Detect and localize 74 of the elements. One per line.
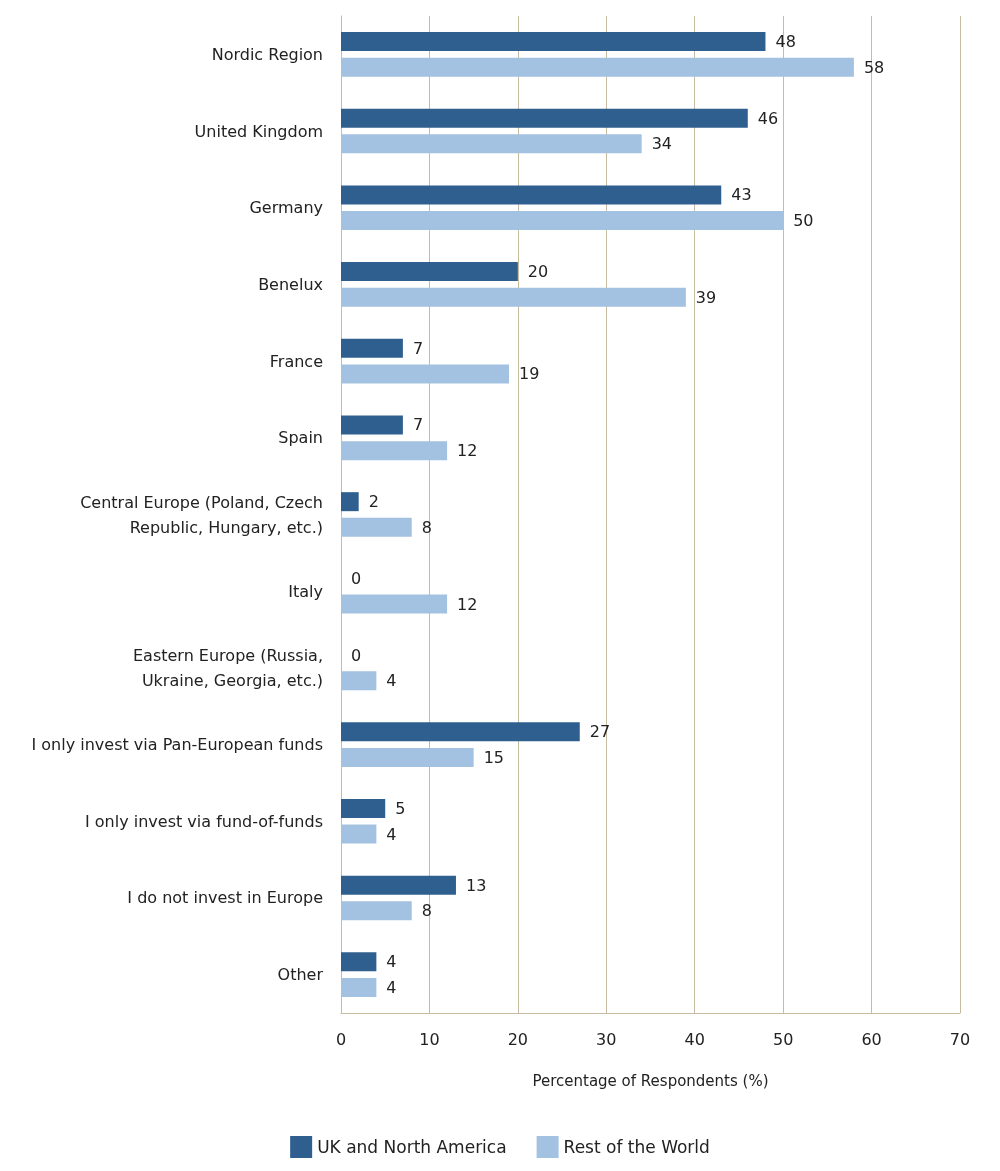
bar <box>341 875 456 895</box>
data-label: 13 <box>465 875 487 895</box>
y-tick-label: I only invest via Pan-European funds <box>31 735 323 755</box>
bar <box>341 57 854 77</box>
x-tick-label: 10 <box>419 1029 440 1049</box>
legend-label: UK and North America <box>317 1137 507 1157</box>
bar <box>341 32 766 52</box>
y-tick-label: I do not invest in Europe <box>127 888 323 908</box>
bar <box>341 262 518 282</box>
x-tick-label: 70 <box>949 1029 971 1049</box>
x-axis-title: Percentage of Respondents (%) <box>532 1071 769 1090</box>
data-label: 39 <box>695 287 717 307</box>
data-label: 4 <box>386 671 397 691</box>
bar <box>341 441 448 461</box>
y-tick-label: Eastern Europe (Russia, Ukraine, Georgia, etc.) <box>132 645 323 690</box>
data-label: 46 <box>757 108 779 128</box>
y-tick-label: Nordic Region <box>211 44 323 64</box>
y-tick-label: Spain <box>278 428 323 448</box>
x-tick-label: 60 <box>861 1029 882 1049</box>
data-label: 0 <box>351 645 362 665</box>
bar <box>341 338 403 358</box>
data-label: 4 <box>386 824 397 844</box>
data-label: 7 <box>412 415 424 435</box>
bar <box>341 185 722 205</box>
y-tick-label: I only invest via fund-of-funds <box>85 811 323 831</box>
data-label: 50 <box>793 211 814 231</box>
data-label: 58 <box>863 57 885 77</box>
bar <box>341 287 686 307</box>
data-label: 4 <box>386 952 397 972</box>
data-label: 4 <box>386 977 397 997</box>
x-tick-label: 0 <box>335 1029 347 1049</box>
data-label: 19 <box>519 364 540 384</box>
data-label: 34 <box>651 134 673 154</box>
data-label: 12 <box>457 441 478 461</box>
y-tick-label: Central Europe (Poland, Czech Republic, Hungary, etc.) <box>80 492 323 537</box>
data-label: 48 <box>775 32 796 52</box>
legend-label: Rest of the World <box>563 1137 710 1157</box>
data-label: 27 <box>589 722 611 742</box>
y-tick-label: Other <box>277 965 324 985</box>
data-label: 15 <box>483 747 504 767</box>
bar <box>341 364 510 384</box>
bar <box>341 594 448 614</box>
bar <box>341 492 359 512</box>
x-tick-label: 20 <box>507 1029 529 1049</box>
bar <box>341 798 386 818</box>
x-tick-label: 50 <box>772 1029 794 1049</box>
y-tick-label: United Kingdom <box>194 121 323 141</box>
data-label: 8 <box>421 901 432 921</box>
bar <box>341 134 642 154</box>
bar <box>341 977 377 997</box>
data-label: 2 <box>368 492 379 512</box>
y-tick-label: Germany <box>249 198 323 218</box>
bar <box>341 952 377 972</box>
data-label: 8 <box>421 517 432 537</box>
x-tick-label: 30 <box>596 1029 617 1049</box>
bar <box>341 671 377 691</box>
data-label: 43 <box>731 185 752 205</box>
bar <box>341 824 377 844</box>
data-label: 5 <box>395 798 406 818</box>
data-label: 7 <box>412 338 424 358</box>
bar <box>341 517 412 537</box>
bar <box>341 901 412 921</box>
y-tick-label: France <box>269 351 323 371</box>
x-tick-label: 40 <box>684 1029 705 1049</box>
bar <box>341 747 474 767</box>
bar <box>341 211 784 231</box>
data-label: 20 <box>527 262 549 282</box>
bar <box>341 722 580 742</box>
data-label: 0 <box>351 568 362 588</box>
y-tick-label: Italy <box>288 581 323 601</box>
bar <box>341 415 403 435</box>
y-tick-label: Benelux <box>258 274 323 294</box>
bar <box>341 108 748 128</box>
data-label: 12 <box>457 594 478 614</box>
